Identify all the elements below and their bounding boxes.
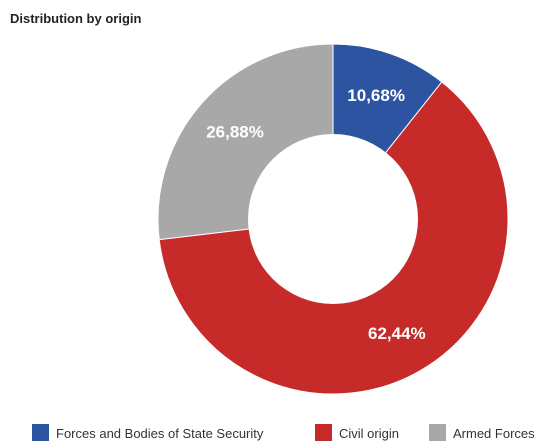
slice-label-civil-origin: 62,44%: [368, 324, 426, 343]
legend-swatch-state-security: [32, 424, 49, 441]
legend-label-civil-origin: Civil origin: [339, 426, 399, 441]
slice-label-armed-forces: 26,88%: [206, 122, 264, 141]
legend-swatch-civil-origin: [315, 424, 332, 441]
donut-hole: [248, 134, 418, 304]
legend-label-armed-forces: Armed Forces: [453, 426, 535, 441]
slice-label-forces-and-bodies-of-state-security: 10,68%: [347, 86, 405, 105]
chart-title: Distribution by origin: [10, 11, 142, 26]
legend-swatch-armed-forces: [429, 424, 446, 441]
legend-label-state-security: Forces and Bodies of State Security: [56, 426, 264, 441]
